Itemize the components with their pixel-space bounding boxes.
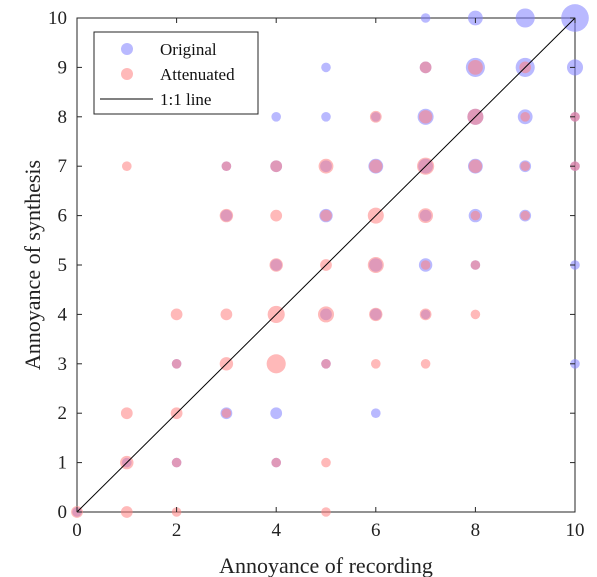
legend-marker-attenuated [121, 68, 133, 80]
data-point-attenuated [120, 506, 133, 518]
data-point-attenuated [171, 457, 182, 468]
data-point-attenuated [418, 208, 433, 224]
data-point-attenuated [321, 457, 331, 468]
data-point-attenuated [468, 159, 483, 173]
data-point-attenuated [271, 457, 282, 468]
data-point-attenuated [270, 209, 283, 222]
y-tick-label: 7 [58, 156, 68, 177]
y-tick-label: 9 [58, 57, 68, 78]
data-point-attenuated [420, 359, 431, 369]
x-tick-label: 4 [271, 520, 281, 541]
data-point-attenuated [170, 308, 183, 321]
y-axis-label: Annoyance of synthesis [20, 160, 45, 370]
legend: Original Attenuated 1:1 line [93, 31, 259, 115]
legend-label-attenuated: Attenuated [160, 65, 235, 84]
legend-label-original: Original [160, 40, 217, 59]
x-tick-label: 10 [566, 520, 585, 541]
data-point-attenuated [520, 112, 530, 122]
data-point-original [271, 112, 282, 122]
y-tick-label: 4 [58, 304, 68, 325]
data-point-attenuated [369, 159, 383, 173]
series-attenuated-points [71, 60, 580, 518]
data-point-attenuated [122, 161, 132, 171]
reference-line-1-1 [76, 17, 576, 513]
data-point-attenuated [320, 209, 332, 222]
x-tick-label: 2 [172, 520, 182, 541]
y-tick-label: 10 [48, 8, 67, 29]
x-tick-label: 0 [72, 520, 82, 541]
y-tick-label: 5 [58, 255, 68, 276]
data-point-attenuated [419, 308, 432, 321]
y-tick-label: 6 [58, 206, 68, 227]
data-point-attenuated [418, 110, 433, 124]
data-point-attenuated [318, 158, 334, 174]
data-point-attenuated [221, 161, 232, 171]
data-point-attenuated [269, 258, 283, 272]
data-point-attenuated [266, 354, 286, 374]
data-point-original [371, 408, 381, 419]
data-point-attenuated [369, 110, 382, 123]
x-axis-label: Annoyance of recording [219, 553, 433, 577]
data-point-attenuated [470, 309, 481, 320]
data-point-attenuated [221, 408, 232, 419]
data-point-original [420, 13, 431, 23]
x-tick-label: 8 [471, 520, 481, 541]
data-point-attenuated [220, 308, 233, 321]
data-point-original [321, 112, 331, 122]
data-point-attenuated [317, 306, 335, 323]
data-point-attenuated [470, 260, 481, 270]
data-point-attenuated [219, 208, 234, 223]
y-tick-label: 8 [58, 107, 68, 128]
legend-label-reference-line: 1:1 line [160, 90, 211, 109]
y-tick-label: 2 [58, 403, 68, 424]
y-tick-label: 3 [58, 354, 68, 375]
data-point-original [270, 407, 283, 420]
data-point-attenuated [371, 359, 381, 369]
data-point-attenuated [470, 210, 481, 221]
y-tick-label: 1 [58, 453, 68, 474]
data-point-attenuated [321, 507, 331, 517]
data-point-attenuated [369, 307, 383, 322]
data-point-attenuated [120, 407, 133, 420]
data-point-attenuated [520, 210, 530, 221]
data-point-attenuated [321, 359, 331, 369]
ticks: 0 2 4 6 8 10 0 1 2 3 4 5 6 7 8 9 10 [48, 8, 585, 541]
data-point-attenuated [270, 160, 283, 173]
data-point-original [321, 62, 331, 73]
data-point-attenuated [419, 61, 432, 74]
reference-line-layer [76, 17, 576, 513]
y-tick-label: 0 [58, 502, 68, 523]
legend-marker-original [121, 43, 133, 55]
data-point-original [515, 8, 535, 28]
x-tick-label: 6 [371, 520, 381, 541]
data-point-attenuated [367, 256, 384, 274]
data-point-attenuated [420, 260, 431, 270]
data-point-attenuated [468, 60, 483, 75]
data-point-attenuated [171, 359, 182, 369]
data-point-attenuated [520, 161, 530, 171]
